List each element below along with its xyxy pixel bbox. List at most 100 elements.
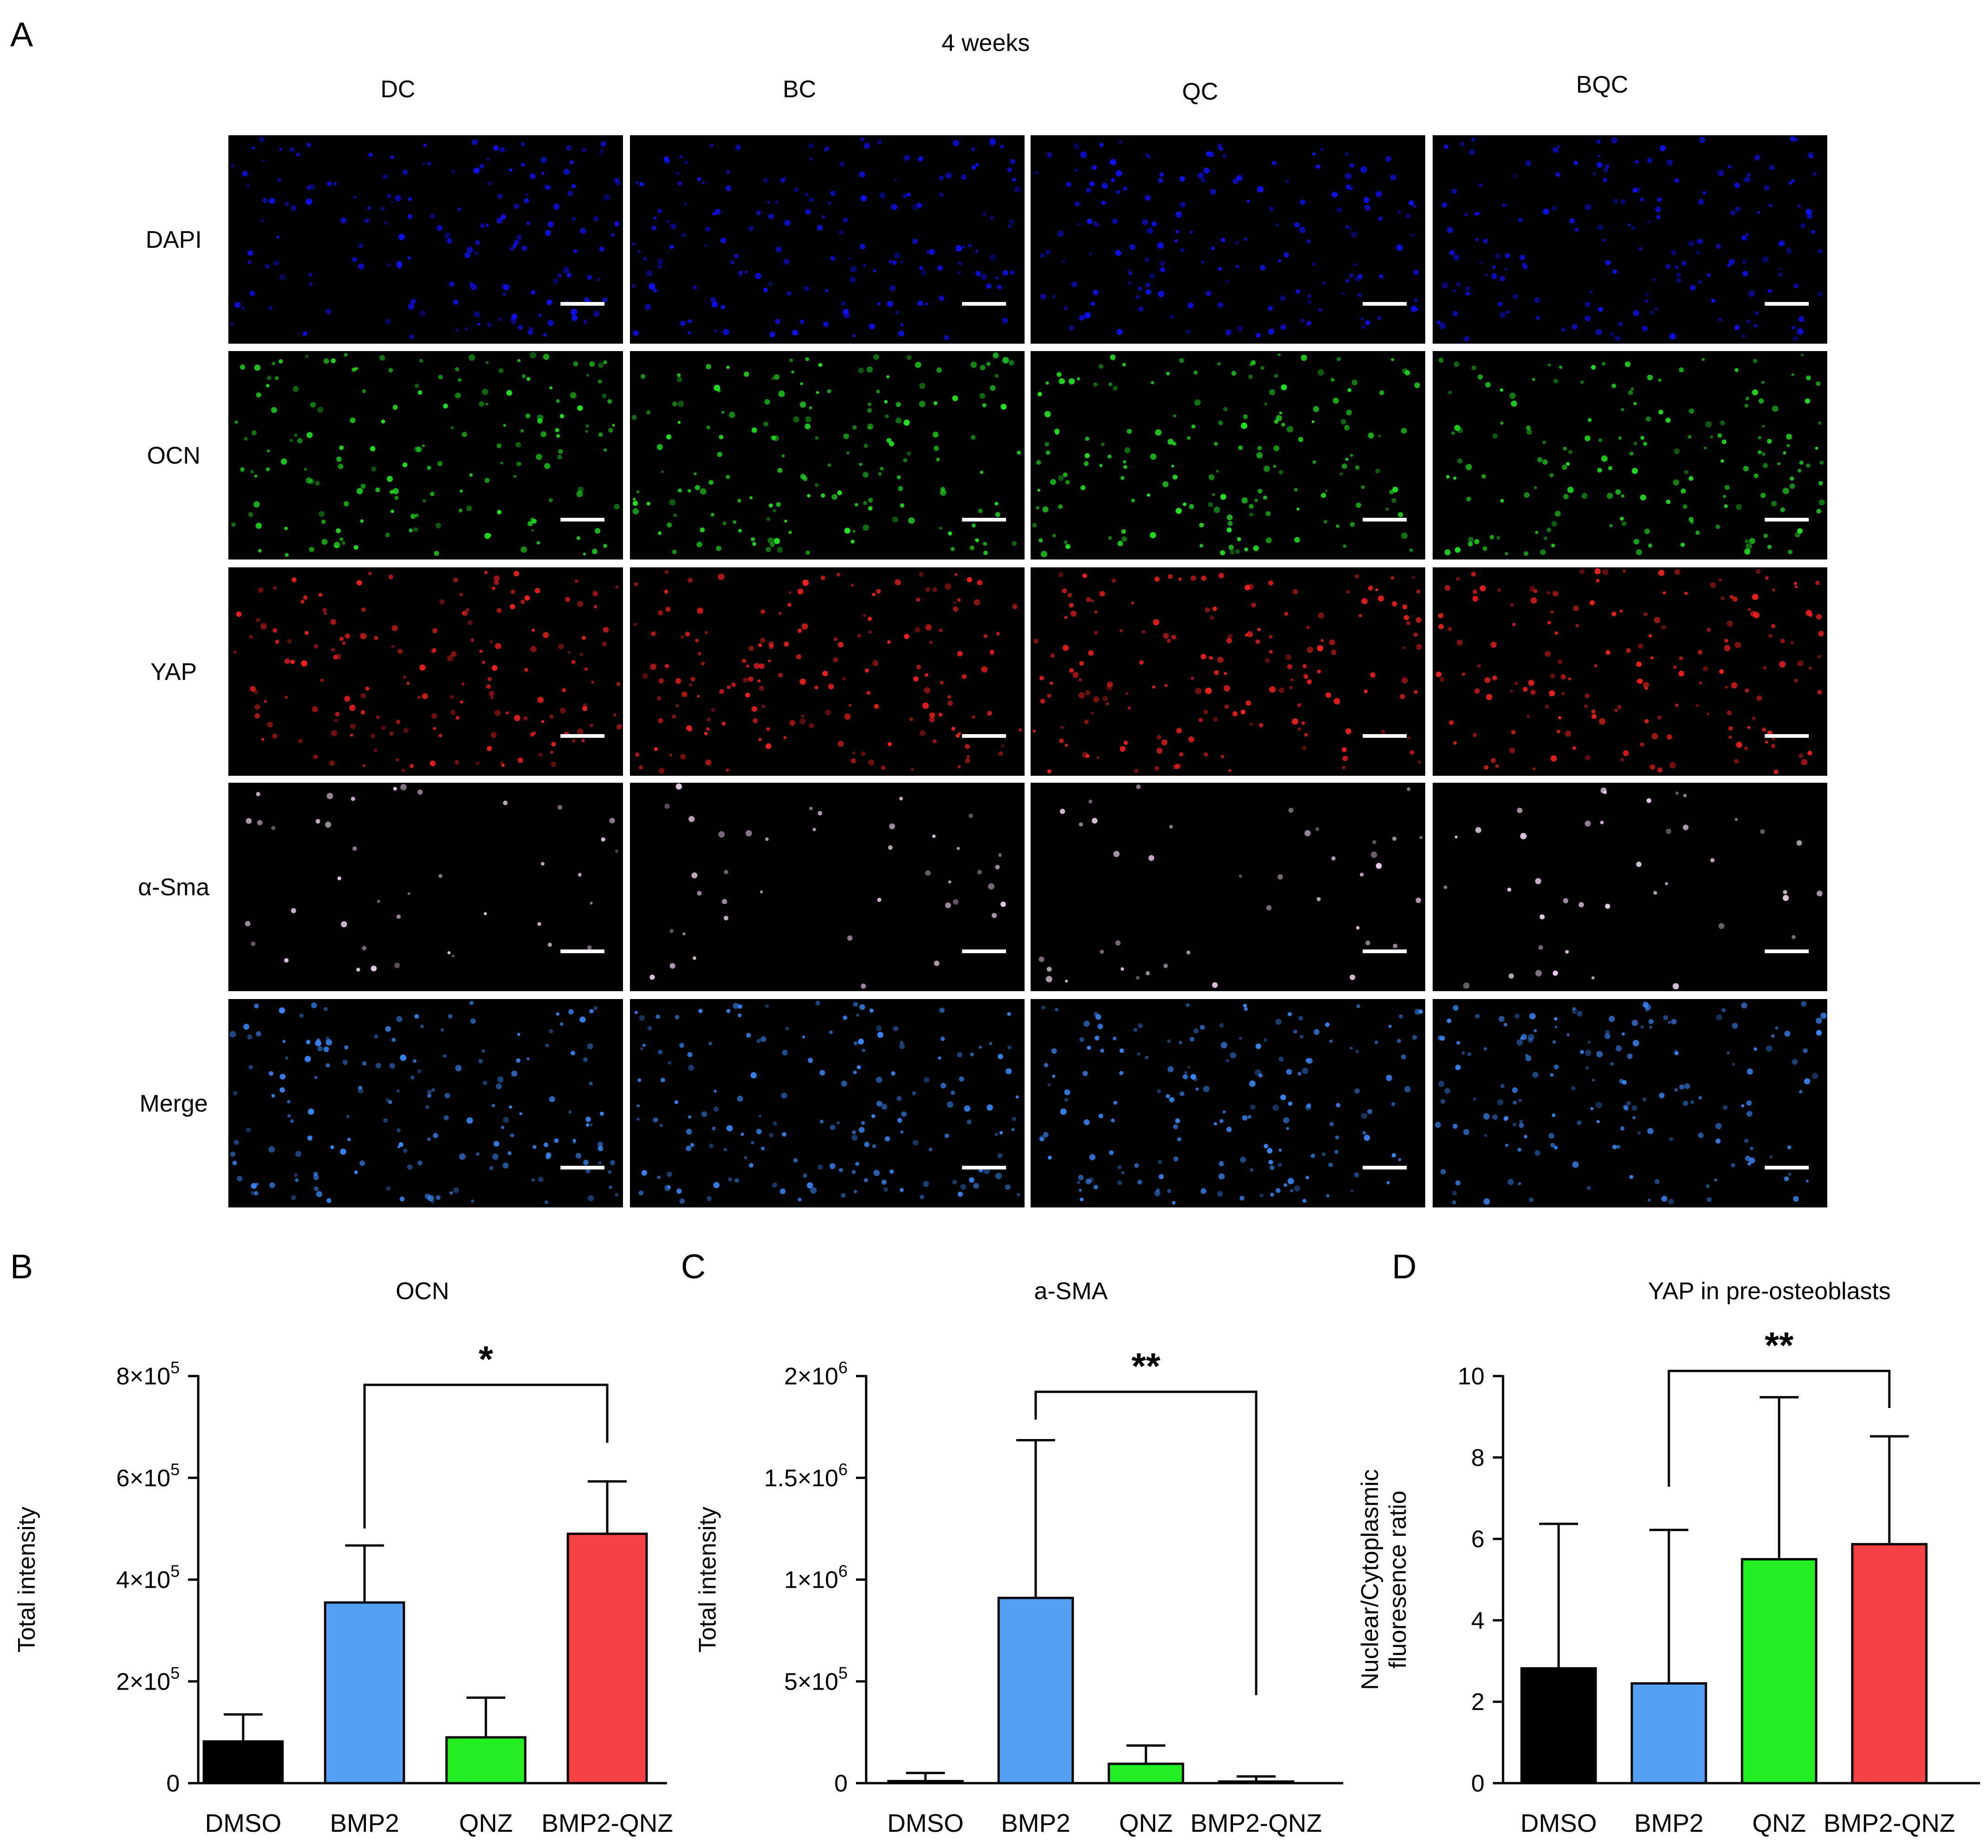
x-tick-label-bmp2: BMP2 — [330, 1809, 399, 1837]
scale-bar — [962, 1166, 1006, 1169]
column-header-qc: QC — [1182, 78, 1218, 105]
micrograph-merge-bqc — [1433, 999, 1827, 1207]
bar-bmp2-qnz — [1851, 1543, 1928, 1785]
y-tick-label: 1.5×106 — [764, 1460, 848, 1492]
x-tick-label-dmso: DMSO — [1521, 1809, 1597, 1837]
scale-bar — [1765, 302, 1809, 306]
y-tick-label: 0 — [1471, 1770, 1485, 1797]
significance-bracket — [1667, 1370, 1891, 1487]
y-axis-label: Nuclear/Cytoplasmic — [1357, 1469, 1384, 1690]
y-tick-label: 1×106 — [784, 1562, 848, 1594]
significance-label: ** — [1132, 1345, 1161, 1387]
x-tick-label-bmp2: BMP2 — [1634, 1809, 1704, 1837]
y-tick-label: 2×105 — [116, 1663, 180, 1695]
bar-bmp2 — [324, 1601, 405, 1785]
row-header-yap: YAP — [151, 659, 197, 685]
x-tick-label-qnz: QNZ — [459, 1809, 513, 1837]
y-tick-label: 8×105 — [116, 1358, 180, 1390]
x-tick-label-dmso: DMSO — [205, 1809, 282, 1837]
micrograph-dapi-dc — [228, 135, 623, 344]
bar-bmp2 — [1630, 1682, 1707, 1785]
significance-label: * — [478, 1339, 493, 1380]
significance-bracket — [1034, 1390, 1258, 1695]
y-tick-label: 2 — [1471, 1689, 1485, 1716]
scale-bar — [1363, 1166, 1407, 1169]
bar-qnz — [445, 1736, 527, 1785]
scale-bar — [962, 734, 1006, 738]
y-tick-label: 0 — [834, 1770, 848, 1797]
y-tick-label: 6 — [1471, 1526, 1485, 1553]
micrograph-yap-dc — [228, 567, 623, 776]
chart-ocn: OCN Total intensity 0 2×105 4×105 6×105 8×105 D… — [13, 1278, 673, 1837]
bar-bmp2 — [997, 1597, 1074, 1785]
scale-bar — [962, 518, 1006, 522]
y-tick-label: 2×106 — [784, 1358, 848, 1390]
bar-qnz — [1741, 1558, 1818, 1785]
micrograph-dapi-bc — [630, 135, 1025, 344]
micrograph-ocn-bqc — [1433, 351, 1827, 559]
bar-qnz — [1107, 1762, 1184, 1785]
scale-bar — [560, 302, 604, 306]
micrograph-sma-bc — [630, 783, 1025, 991]
scale-bar — [1765, 734, 1809, 738]
significance-label: ** — [1765, 1325, 1794, 1366]
chart-asma: a-SMA Total intensity 0 5×105 1×106 1.5×106 2×… — [694, 1278, 1343, 1837]
row-header-ocn: OCN — [147, 442, 201, 469]
micrograph-sma-bqc — [1433, 783, 1827, 991]
micrograph-yap-qc — [1031, 567, 1425, 776]
scale-bar — [1363, 949, 1407, 953]
chart-title: OCN — [396, 1278, 449, 1305]
column-headers: DC BC QC BQC — [380, 71, 1628, 105]
bar-dmso — [1520, 1667, 1597, 1785]
significance-bracket — [363, 1383, 609, 1528]
y-axis-label: Total intensity — [694, 1507, 721, 1653]
micrograph-merge-dc — [228, 999, 623, 1207]
column-header-dc: DC — [380, 76, 415, 103]
scale-bar — [962, 302, 1006, 306]
column-header-bc: BC — [783, 76, 816, 103]
scale-bar — [1765, 1166, 1809, 1169]
y-tick-label: 0 — [166, 1770, 180, 1797]
scale-bar — [1363, 518, 1407, 522]
scale-bar — [560, 518, 604, 522]
time-label: 4 weeks — [942, 30, 1030, 57]
x-tick-label-bmp2: BMP2 — [1001, 1809, 1070, 1837]
scale-bar — [1363, 734, 1407, 738]
micrograph-sma-dc — [228, 783, 623, 991]
scale-bar — [560, 734, 604, 738]
x-tick-label-qnz: QNZ — [1752, 1809, 1806, 1837]
y-axis-label: fluoresence ratio — [1384, 1490, 1411, 1668]
micrograph-ocn-dc — [228, 351, 623, 559]
chart-yap: YAP in pre-osteoblasts Nuclear/Cytoplasmi… — [1357, 1278, 1980, 1837]
panel-a: A 4 weeks DC BC QC BQC DAPI OCN YAP α-Sma Merge — [10, 15, 1827, 1207]
bar-dmso — [202, 1740, 284, 1785]
micrograph-merge-qc — [1031, 999, 1425, 1207]
x-tick-label-dmso: DMSO — [887, 1809, 964, 1837]
micrograph-dapi-bqc — [1433, 135, 1827, 344]
chart-title: a-SMA — [1034, 1278, 1108, 1305]
micrograph-yap-bc — [630, 567, 1025, 776]
scale-bar — [1363, 302, 1407, 306]
panel-b-label: B — [10, 1247, 33, 1286]
y-axis-label: Total intensity — [13, 1507, 40, 1653]
micrograph-grid — [228, 135, 1827, 1207]
x-tick-label-bmp2-qnz: BMP2-QNZ — [1190, 1809, 1322, 1837]
chart-title: YAP in pre-osteoblasts — [1648, 1278, 1891, 1305]
y-tick-label: 10 — [1458, 1363, 1485, 1390]
scale-bar — [1765, 949, 1809, 953]
x-tick-label-bmp2-qnz: BMP2-QNZ — [541, 1809, 673, 1837]
y-tick-label: 5×105 — [784, 1663, 848, 1695]
micrograph-ocn-bc — [630, 351, 1025, 559]
row-header-merge: Merge — [139, 1090, 208, 1117]
row-header-dapi: DAPI — [145, 226, 201, 253]
x-tick-label-bmp2-qnz: BMP2-QNZ — [1824, 1809, 1955, 1837]
row-headers: DAPI OCN YAP α-Sma Merge — [138, 226, 209, 1117]
panel-a-label: A — [10, 15, 33, 54]
bar-bmp2-qnz — [566, 1533, 648, 1785]
y-tick-label: 8 — [1471, 1445, 1485, 1471]
scale-bar — [560, 949, 604, 953]
micrograph-yap-bqc — [1433, 567, 1827, 776]
bar-bmp2-qnz — [1218, 1780, 1295, 1785]
scale-bar — [962, 949, 1006, 953]
